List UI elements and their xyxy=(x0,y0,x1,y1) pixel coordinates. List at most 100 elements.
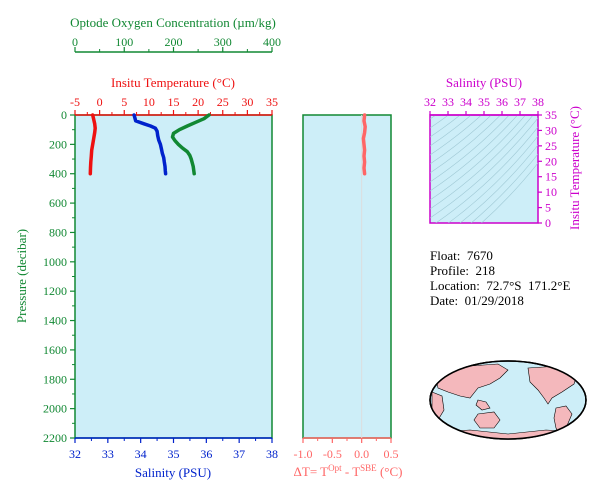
salinity-tick-label: 33 xyxy=(102,447,114,461)
float-info: Float: 7670 Profile: 218 Location: 72.7°… xyxy=(430,248,570,308)
temperature-tick-label: 30 xyxy=(241,95,253,109)
pressure-tick-label: 0 xyxy=(61,108,67,122)
ts-contour-line xyxy=(459,144,538,223)
temperature-tick-label: 10 xyxy=(143,95,155,109)
salinity-tick-label: 36 xyxy=(200,447,212,461)
pressure-axis-title: Pressure (decibar) xyxy=(14,229,29,323)
oxygen-tick-label: 100 xyxy=(115,35,133,49)
ts-contour-line xyxy=(430,117,538,219)
ts-salinity-tick-label: 36 xyxy=(496,95,508,109)
salinity-tick-label: 32 xyxy=(69,447,81,461)
pressure-tick-label: 1600 xyxy=(43,343,67,357)
oxygen-series-line xyxy=(170,113,211,176)
oxygen-tick-label: 0 xyxy=(72,35,78,49)
temperature-tick-label: 15 xyxy=(168,95,180,109)
ts-salinity-tick-label: 35 xyxy=(478,95,490,109)
ts-contour-line xyxy=(470,153,538,223)
ts-contour-line xyxy=(430,115,449,129)
temperature-tick-label: 0 xyxy=(97,95,103,109)
profile-label: Profile: xyxy=(430,263,469,278)
float-label: Float: xyxy=(430,248,461,263)
date-value: 01/29/2018 xyxy=(464,293,524,308)
delta-panel: -1.0 -0.5 0.0 0.5 ΔT= TOpt - TSBE (°C) xyxy=(294,113,402,479)
ts-salinity-tick-label: 38 xyxy=(532,95,544,109)
ts-temperature-tick-label: 35 xyxy=(545,108,557,122)
ts-temperature-tick-label: 5 xyxy=(545,201,551,215)
ts-contour-line xyxy=(430,115,510,183)
salinity-axis: 32 33 34 35 36 37 38 xyxy=(69,438,278,461)
location-row: Location: 72.7°S 171.2°E xyxy=(430,278,570,293)
temperature-tick-label: 35 xyxy=(266,95,278,109)
temperature-axis: -5 0 5 10 15 20 25 30 35 xyxy=(70,95,278,115)
oxygen-axis-title: Optode Oxygen Concentration (µm/kg) xyxy=(70,15,276,30)
delta-series-line xyxy=(361,113,367,176)
pressure-tick-label: 1000 xyxy=(43,255,67,269)
ts-salinity-tick-label: 33 xyxy=(442,95,454,109)
ts-temperature-tick-label: 10 xyxy=(545,185,557,199)
ts-density-contours xyxy=(430,115,538,223)
profile-series-group xyxy=(88,113,211,176)
ts-contour-line xyxy=(481,162,538,223)
indonesia-landmass xyxy=(475,399,491,411)
salinity-axis-title: Salinity (PSU) xyxy=(135,465,211,480)
delta-plot-area xyxy=(302,114,392,439)
ts-temperature-tick-label: 25 xyxy=(545,139,557,153)
ts-salinity-tick-label: 34 xyxy=(460,95,472,109)
pressure-tick-label: 2000 xyxy=(43,402,67,416)
ts-salinity-tick-label: 37 xyxy=(514,95,526,109)
map-border xyxy=(429,360,587,440)
delta-axis: -1.0 -0.5 0.0 0.5 xyxy=(294,438,399,461)
float-value: 7670 xyxy=(466,248,493,263)
salinity-tick-label: 34 xyxy=(135,447,147,461)
ts-salinity-tick-label: 32 xyxy=(424,95,436,109)
world-map xyxy=(429,360,587,440)
oxygen-tick-label: 400 xyxy=(263,35,281,49)
salinity-tick-label: 38 xyxy=(266,447,278,461)
delta-series-group xyxy=(361,113,367,176)
date-label: Date: xyxy=(430,293,459,308)
location-value: 72.7°S 171.2°E xyxy=(486,278,571,293)
delta-tick-label: -1.0 xyxy=(294,447,313,461)
temperature-tick-label: -5 xyxy=(70,95,80,109)
temperature-axis-title: Insitu Temperature (°C) xyxy=(111,75,235,90)
oxygen-tick-label: 200 xyxy=(165,35,183,49)
temperature-tick-label: 25 xyxy=(217,95,229,109)
ts-contour-line xyxy=(430,115,492,165)
pressure-tick-label: 1400 xyxy=(43,314,67,328)
ts-temperature-tick-label: 20 xyxy=(545,154,557,168)
australia-landmass xyxy=(473,411,501,429)
ts-salinity-axis: 32 33 34 35 36 37 38 xyxy=(424,95,544,115)
salinity-tick-label: 37 xyxy=(233,447,245,461)
temperature-tick-label: 5 xyxy=(121,95,127,109)
ts-contour-line xyxy=(430,115,482,156)
ts-contour-line xyxy=(430,115,501,174)
ts-contour-line xyxy=(430,115,526,201)
temperature-tick-label: 20 xyxy=(192,95,204,109)
ts-contour-line xyxy=(430,115,518,192)
pressure-tick-label: 600 xyxy=(49,196,67,210)
delta-tick-label: 0.0 xyxy=(354,447,369,461)
ts-contour-line xyxy=(447,135,538,223)
delta-tick-label: -0.5 xyxy=(323,447,342,461)
ts-temperature-tick-label: 0 xyxy=(545,216,551,230)
temperature-series-line xyxy=(88,113,97,176)
ts-temperature-title: Insitu Temperature (°C) xyxy=(567,106,582,230)
ts-contour-line xyxy=(430,115,472,147)
oxygen-tick-label: 300 xyxy=(214,35,232,49)
pressure-tick-label: 200 xyxy=(49,137,67,151)
ts-temperature-tick-label: 15 xyxy=(545,170,557,184)
profile-value: 218 xyxy=(475,263,496,278)
south-america-landmass xyxy=(553,405,573,437)
float-row: Float: 7670 xyxy=(430,248,570,263)
salinity-tick-label: 35 xyxy=(168,447,180,461)
date-row: Date: 01/29/2018 xyxy=(430,293,570,308)
location-label: Location: xyxy=(430,278,480,293)
pressure-tick-label: 2200 xyxy=(43,431,67,445)
delta-tick-label: 0.5 xyxy=(384,447,399,461)
ts-contour-line xyxy=(430,115,534,210)
pressure-axis: 0 200 400 600 800 1000 1200 1400 1600 1800 2000 220… xyxy=(43,108,75,445)
profile-row: Profile: 218 xyxy=(430,263,570,278)
